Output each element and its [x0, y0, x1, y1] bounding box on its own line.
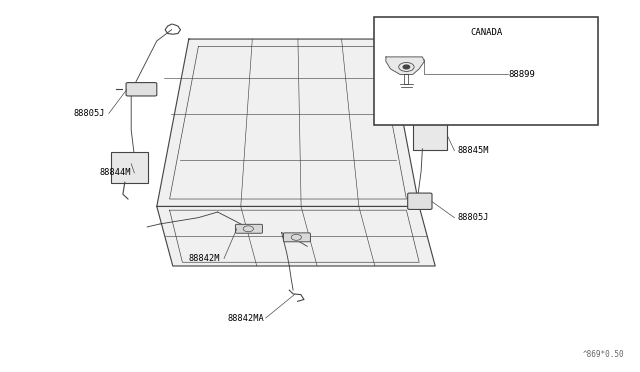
- Text: 88842M: 88842M: [189, 254, 220, 263]
- FancyBboxPatch shape: [111, 152, 148, 183]
- Text: 88842MA: 88842MA: [227, 314, 264, 323]
- Circle shape: [403, 65, 410, 69]
- Polygon shape: [157, 39, 419, 206]
- FancyBboxPatch shape: [414, 82, 444, 95]
- Text: 88845M: 88845M: [458, 146, 489, 155]
- Text: 88805J: 88805J: [74, 109, 105, 118]
- FancyBboxPatch shape: [126, 83, 157, 96]
- Polygon shape: [386, 57, 424, 74]
- FancyBboxPatch shape: [408, 193, 432, 209]
- Text: 88844M: 88844M: [99, 169, 131, 177]
- FancyBboxPatch shape: [284, 233, 310, 242]
- Bar: [374, 17, 598, 125]
- Text: ^869*0.50: ^869*0.50: [582, 350, 624, 359]
- FancyBboxPatch shape: [236, 224, 262, 233]
- Text: 88805J: 88805J: [458, 213, 489, 222]
- Polygon shape: [157, 206, 435, 266]
- Text: 88899: 88899: [509, 70, 536, 79]
- FancyBboxPatch shape: [413, 124, 447, 150]
- Text: CANADA: CANADA: [470, 28, 502, 37]
